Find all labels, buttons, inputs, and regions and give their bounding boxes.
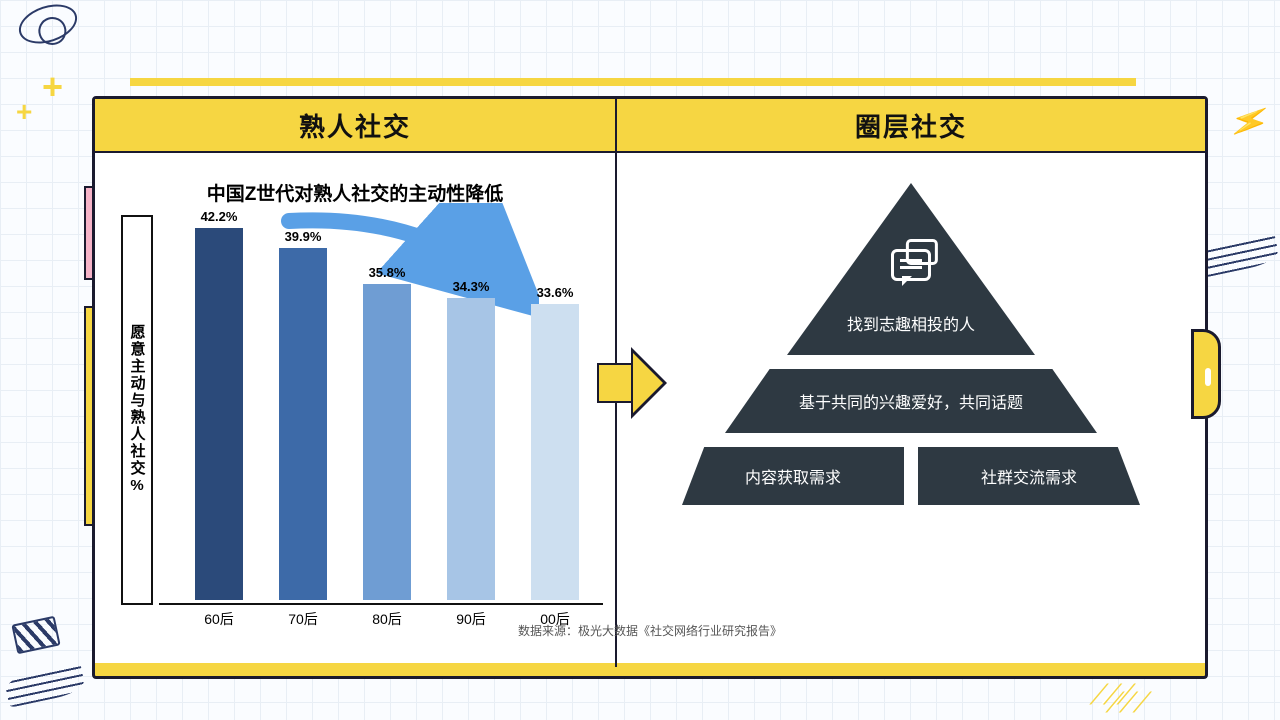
- bar-column: 35.8%80后: [363, 265, 411, 603]
- transition-arrow-icon: [597, 347, 667, 419]
- bar: [279, 248, 327, 600]
- wave-doodle: [4, 662, 87, 708]
- bar: [363, 284, 411, 600]
- pyramid-middle-label: 基于共同的兴趣爱好，共同话题: [725, 369, 1097, 433]
- bar-value-label: 33.6%: [537, 285, 574, 300]
- bar-column: 34.3%90后: [447, 279, 495, 603]
- pyramid-top-label: 找到志趣相投的人: [847, 311, 975, 335]
- yellow-underline: [130, 78, 1136, 86]
- y-axis-label: 愿意主动与熟人社交%: [121, 215, 153, 605]
- data-source: 数据来源：极光大数据《社交网络行业研究报告》: [95, 622, 1205, 639]
- plus-icon: +: [42, 66, 63, 108]
- bar: [195, 228, 243, 600]
- wave-doodle: [1198, 232, 1280, 278]
- pyramid-bottom-row: 内容获取需求 社群交流需求: [681, 447, 1141, 505]
- bar-value-label: 39.9%: [285, 229, 322, 244]
- bar-chart: 愿意主动与熟人社交% 42.2%60后39.9%70后35.8%80后34.3%…: [121, 215, 603, 605]
- plus-icon: +: [16, 96, 32, 128]
- bolt-doodle: ⚡: [1225, 96, 1275, 145]
- bar-column: 39.9%70后: [279, 229, 327, 603]
- bars-container: 42.2%60后39.9%70后35.8%80后34.3%90后33.6%00后: [159, 215, 603, 605]
- pyramid-middle-row: 基于共同的兴趣爱好，共同话题: [681, 369, 1141, 433]
- bar-value-label: 34.3%: [453, 279, 490, 294]
- clapper-doodle: [11, 616, 60, 654]
- bar-column: 42.2%60后: [195, 209, 243, 603]
- notebook-frame: 熟人社交 中国Z世代对熟人社交的主动性降低 愿意主动与熟人社交% 42.2%60…: [92, 96, 1208, 670]
- panel-acquaintance-social: 熟人社交 中国Z世代对熟人社交的主动性降低 愿意主动与熟人社交% 42.2%60…: [95, 99, 617, 667]
- pyramid-diagram: 找到志趣相投的人 基于共同的兴趣爱好，共同话题 内容获取需求 社群交流需求: [681, 183, 1141, 597]
- bar-value-label: 42.2%: [201, 209, 238, 224]
- bar: [531, 304, 579, 600]
- chart-subtitle: 中国Z世代对熟人社交的主动性降低: [95, 179, 615, 206]
- fold-doodle: ⟋⟋⟋: [1089, 679, 1130, 712]
- panel-title-right: 圈层社交: [617, 99, 1205, 153]
- bar-value-label: 35.8%: [369, 265, 406, 280]
- bar: [447, 298, 495, 600]
- pyramid-bottom-left-label: 内容获取需求: [682, 447, 904, 505]
- chat-icon: [891, 249, 931, 281]
- panel-circle-social: 圈层社交 找到志趣相投的人 基于共同的兴趣爱好，共同话题 内容获取需求 社群交流…: [617, 99, 1205, 667]
- planet-doodle: [14, 0, 82, 50]
- pyramid-bottom-right-label: 社群交流需求: [918, 447, 1140, 505]
- panel-title-left: 熟人社交: [95, 99, 615, 153]
- bar-column: 33.6%00后: [531, 285, 579, 603]
